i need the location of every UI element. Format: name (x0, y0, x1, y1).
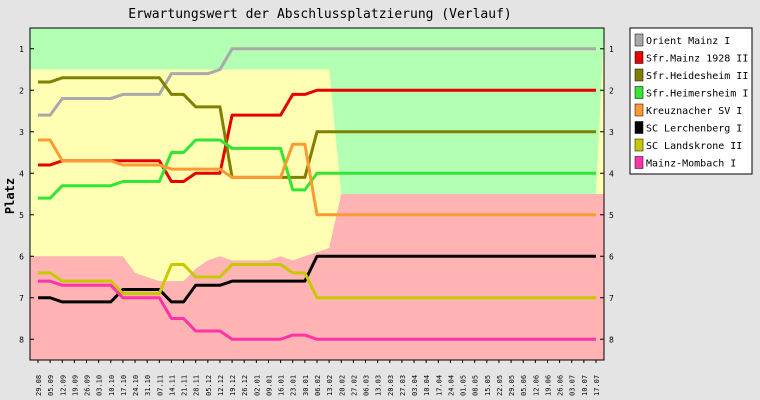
x-tick-label: 05.06 (520, 375, 528, 396)
x-tick-label: 17.07 (593, 375, 601, 396)
x-tick-label: 03.10 (96, 375, 104, 396)
x-tick-label: 03.04 (411, 375, 419, 396)
series-line-4 (38, 138, 596, 200)
y-tick-label: 7 (609, 294, 614, 303)
series-line-6 (38, 254, 596, 304)
x-tick-label: 27.02 (350, 375, 358, 396)
legend-entry: Orient Mainz I (646, 36, 730, 47)
legend-entry: Sfr.Heimersheim I (646, 89, 748, 100)
x-tick-label: 21.11 (181, 375, 189, 396)
x-tick-label: 31.10 (144, 375, 152, 396)
series-line-5 (38, 138, 596, 217)
x-tick-label: 02.01 (253, 375, 261, 396)
y-tick-label: 8 (19, 335, 24, 344)
chart-title: Erwartungswert der Abschlussplatzierung … (128, 7, 512, 22)
legend-swatch (634, 68, 644, 82)
x-tick-label: 09.01 (265, 375, 273, 396)
y-tick-label: 2 (609, 86, 614, 95)
y-tick-label: 3 (19, 128, 24, 137)
x-tick-label: 05.12 (205, 375, 213, 396)
legend-box (629, 27, 753, 175)
series-line-8 (38, 279, 596, 341)
x-tick-label: 30.01 (302, 375, 310, 396)
legend-entry: Mainz-Mombach I (646, 159, 736, 170)
x-tick-label: 29.08 (35, 375, 43, 396)
y-tick-label: 7 (19, 294, 24, 303)
x-tick-label: 15.05 (484, 375, 492, 396)
x-tick-label: 29.05 (508, 375, 516, 396)
y-tick-label: 6 (609, 252, 614, 261)
y-axis-label: Platz (3, 178, 17, 214)
x-tick-label: 26.12 (241, 375, 249, 396)
x-tick-label: 12.06 (532, 375, 540, 396)
x-tick-label: 23.01 (290, 375, 298, 396)
x-tick-label: 28.11 (193, 375, 201, 396)
x-tick-label: 13.02 (326, 375, 334, 396)
legend-entry: Sfr.Heidesheim II (646, 71, 748, 82)
x-tick-label: 24.04 (447, 375, 455, 396)
x-tick-label: 19.09 (71, 375, 79, 396)
series-line-3 (38, 76, 596, 179)
x-tick-label: 19.06 (544, 375, 552, 396)
series-line-2 (38, 88, 596, 184)
x-tick-label: 07.11 (156, 375, 164, 396)
x-tick-label: 12.09 (59, 375, 67, 396)
series-line-7 (38, 263, 596, 300)
legend-entry: SC Lerchenberg I (646, 124, 742, 135)
x-tick-label: 20.03 (387, 375, 395, 396)
y-tick-label: 2 (19, 86, 24, 95)
legend-swatch (634, 156, 644, 169)
y-tick-label: 4 (609, 169, 614, 178)
zone-top (30, 28, 604, 194)
legend-swatch (634, 51, 644, 64)
x-tick-label: 10.07 (581, 375, 589, 396)
x-tick-label: 20.02 (338, 375, 346, 396)
x-tick-label: 26.09 (84, 375, 92, 396)
plot-area: 1 1 2 2 3 3 4 4 5 5 6 6 7 7 8 8 29.08 05.09 12.09 19.09 26.0… (19, 27, 614, 396)
y-tick-label: 1 (19, 45, 24, 54)
legend-swatch (634, 86, 644, 99)
x-tick-label: 08.05 (472, 375, 480, 396)
x-tick-label: 27.03 (399, 375, 407, 396)
legend: Orient Mainz I Sfr.Mainz 1928 II Sfr.Heide… (629, 27, 753, 175)
x-tick-label: 22.05 (496, 375, 504, 396)
y-tick-label: 5 (609, 211, 614, 220)
x-tick-label: 06.03 (363, 375, 371, 396)
legend-entry: Kreuznacher SV I (646, 106, 742, 117)
x-tick-label: 17.04 (435, 375, 443, 396)
x-tick-label: 17.10 (120, 375, 128, 396)
y-tick-label: 5 (19, 211, 24, 220)
y-tick-label: 8 (609, 335, 614, 344)
legend-swatch (634, 121, 644, 134)
legend-swatch (634, 103, 644, 117)
y-tick-label: 1 (609, 45, 614, 54)
x-tick-label: 01.05 (460, 375, 468, 396)
x-tick-label: 06.02 (314, 375, 322, 396)
y-tick-label: 4 (19, 169, 24, 178)
x-tick-label: 24.10 (132, 375, 140, 396)
series-line-1 (38, 47, 596, 117)
y-tick-label: 6 (19, 252, 24, 261)
x-tick-label: 10.04 (423, 375, 431, 396)
x-tick-label: 13.03 (375, 375, 383, 396)
legend-entry: Sfr.Mainz 1928 II (646, 54, 748, 65)
legend-swatch (634, 33, 644, 47)
x-tick-label: 19.12 (229, 375, 237, 396)
x-tick-label: 14.11 (168, 375, 176, 396)
legend-entry: SC Landskrone II (646, 141, 742, 152)
x-tick-label: 12.12 (217, 375, 225, 396)
x-tick-label: 10.10 (108, 375, 116, 396)
x-tick-label: 26.06 (557, 375, 565, 396)
x-tick-label: 05.09 (47, 375, 55, 396)
x-tick-label: 03.07 (569, 375, 577, 396)
x-tick-label: 16.01 (278, 375, 286, 396)
legend-swatch (634, 138, 644, 152)
y-tick-label: 3 (609, 128, 614, 137)
